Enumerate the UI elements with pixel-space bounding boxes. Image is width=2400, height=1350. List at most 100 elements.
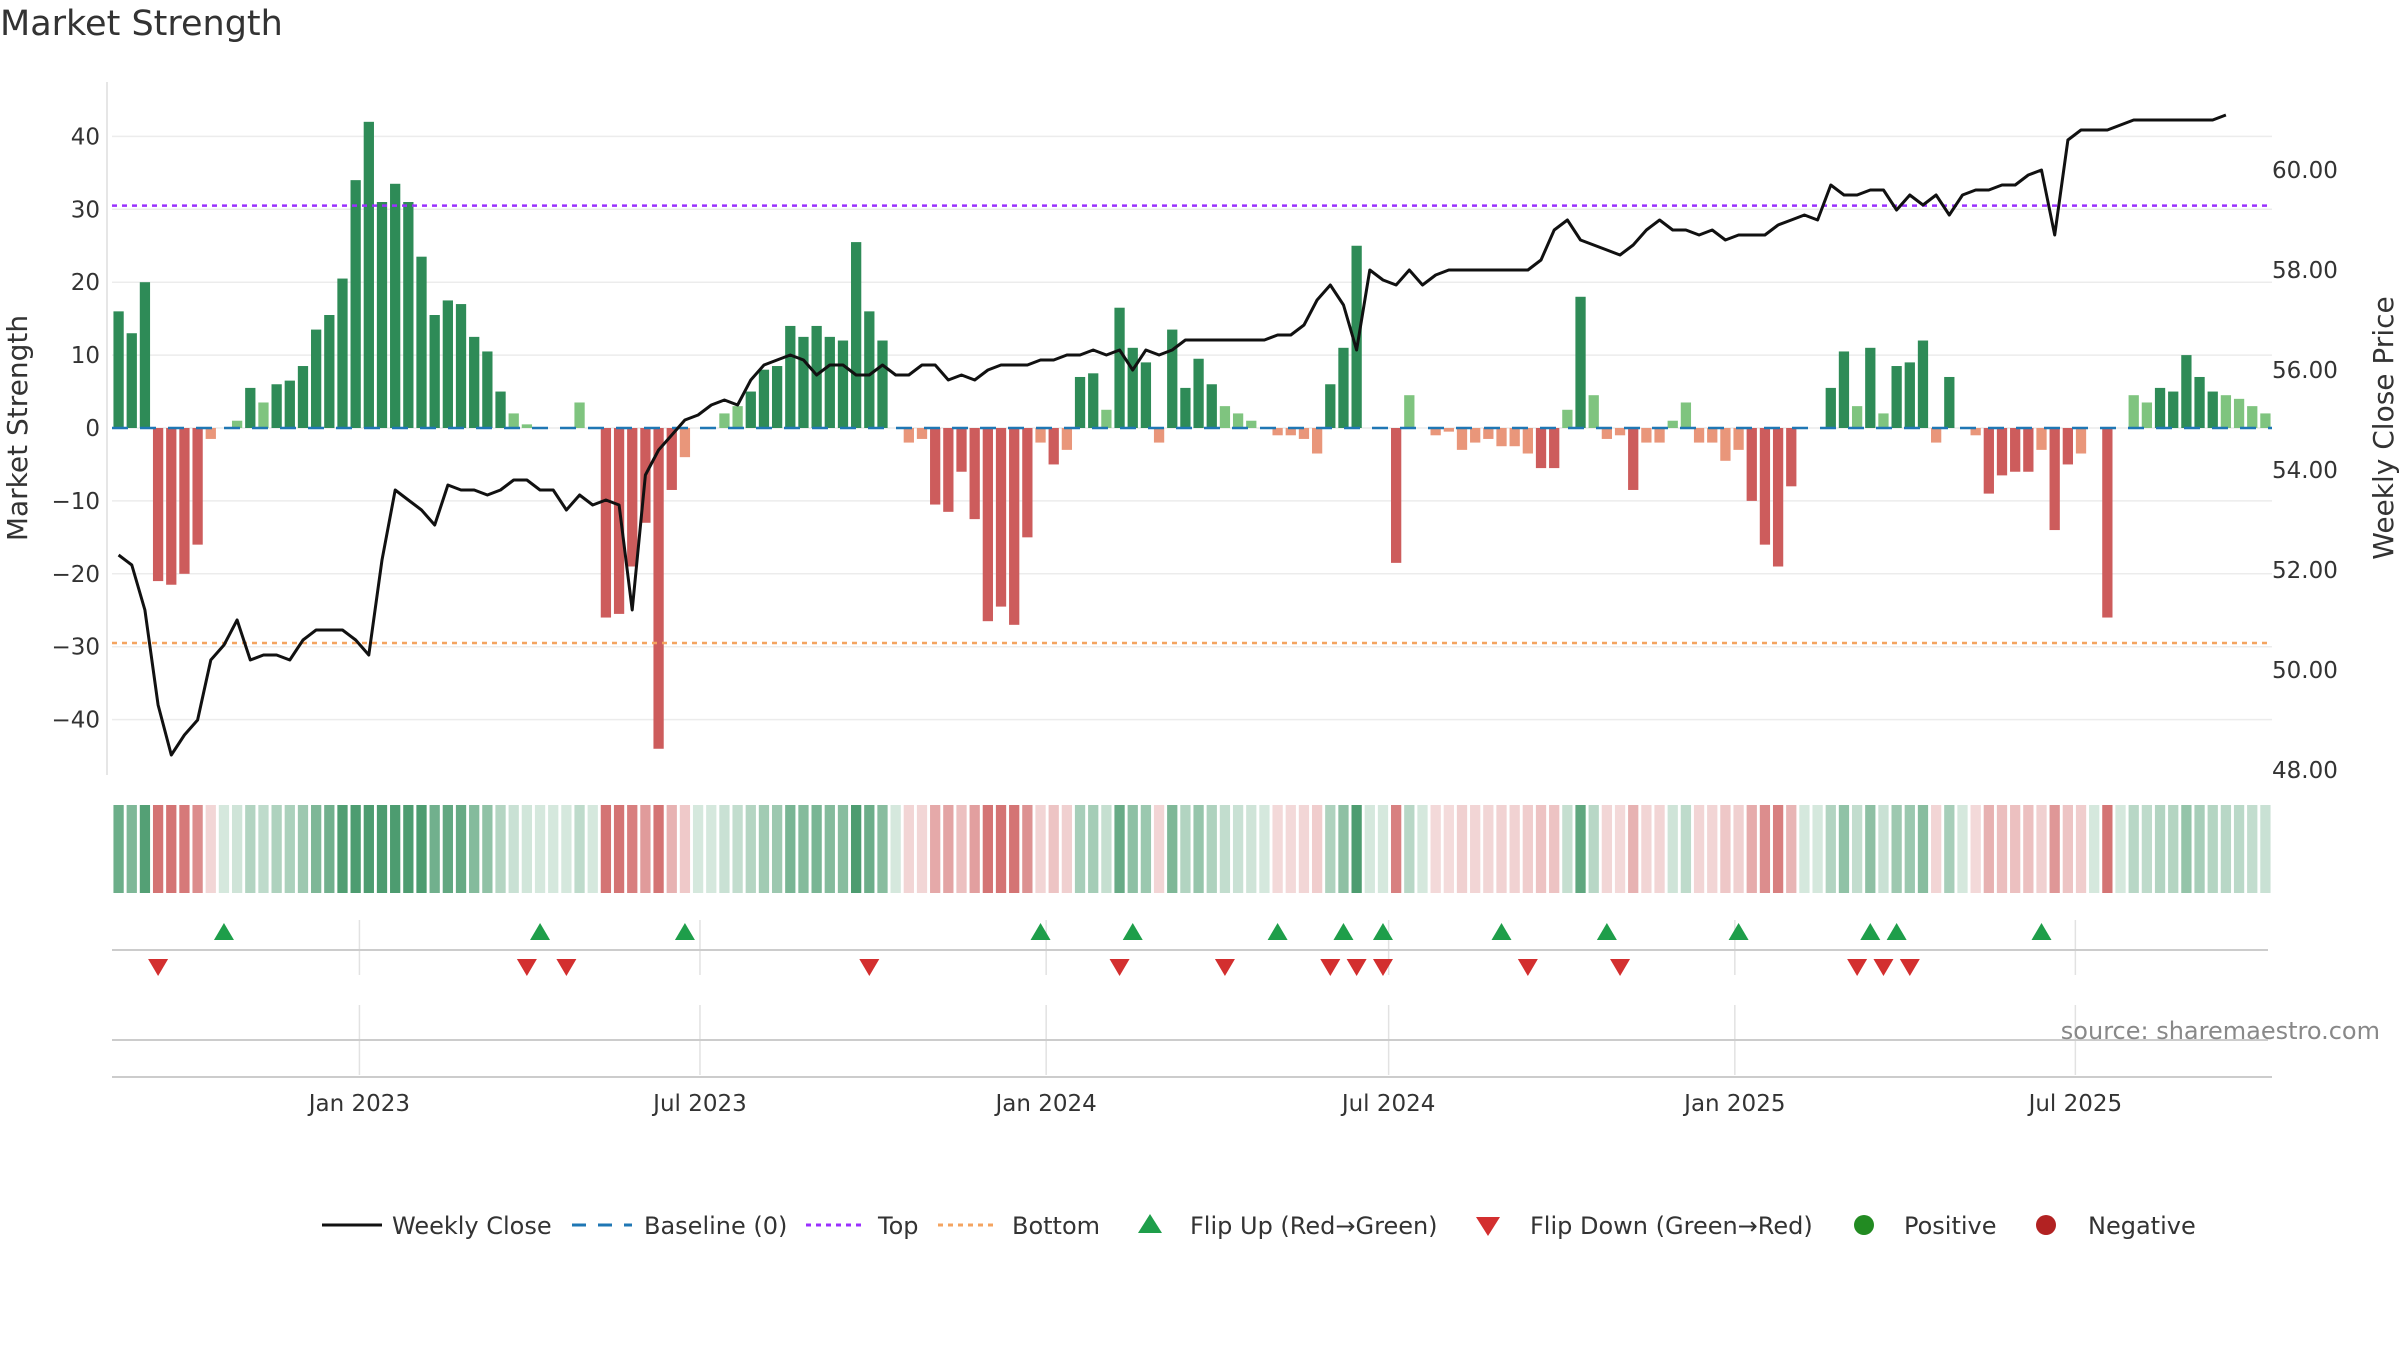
heat-strip-cell (2049, 805, 2060, 893)
strength-bar (113, 311, 124, 428)
legend-label-negative: Negative (2088, 1212, 2196, 1240)
strength-bar (1206, 384, 1217, 428)
y2-tick-label: 58.00 (2272, 258, 2338, 284)
flip-down-marker (1873, 959, 1894, 976)
heat-strip-cell (1707, 805, 1718, 893)
x-tick-label: Jan 2024 (994, 1091, 1097, 1117)
strength-bar (574, 402, 585, 428)
heat-strip-cell (2075, 805, 2087, 893)
strength-bar (126, 333, 137, 428)
strength-bar (1509, 428, 1520, 447)
heat-strip-cell (2010, 805, 2021, 893)
x-tick-label: Jan 2025 (1682, 1091, 1785, 1117)
heat-strip-cell (1957, 805, 1968, 893)
strength-bar (2220, 395, 2232, 428)
strength-bar (390, 183, 401, 428)
strength-bar (2075, 428, 2087, 454)
heat-strip-cell (2233, 805, 2245, 893)
heat-strip-cell (363, 805, 374, 893)
heat-strip-cell (1443, 805, 1454, 893)
strength-bar (376, 202, 388, 428)
strength-bar (1522, 428, 1533, 454)
strength-bar (1272, 428, 1283, 436)
heat-strip-cell (679, 805, 691, 893)
legend-swatch-positive (1854, 1215, 1874, 1235)
heat-strip-cell (1970, 805, 1981, 893)
y2-tick-label: 48.00 (2272, 758, 2338, 784)
strength-bar (1035, 428, 1046, 443)
strength-bar (2049, 428, 2060, 531)
flip-down-marker (859, 959, 880, 976)
y2-tick-label: 50.00 (2272, 658, 2338, 684)
strength-bar (2247, 406, 2258, 428)
strength-heat-strip (113, 805, 2271, 893)
heat-strip-cell (1430, 805, 1441, 893)
strength-bar (179, 428, 190, 574)
flip-markers (148, 923, 2052, 976)
strength-bar (482, 351, 493, 428)
heat-strip-cell (613, 805, 625, 893)
heat-strip-cell (2154, 805, 2166, 893)
strength-bar (205, 428, 216, 439)
heat-strip-cell (1246, 805, 1257, 893)
y2-axis-title: Weekly Close Price (2367, 296, 2400, 559)
axes: 40 30 20 10 0 −10 −20 −30 −40 60.00 58.00 56.00 54.0… (51, 82, 2338, 1117)
strength-bar (719, 413, 730, 428)
heat-strip-cell (403, 805, 414, 893)
strength-bar (2154, 387, 2166, 428)
strength-bar (943, 428, 954, 512)
heat-strip-cell (890, 805, 901, 893)
flip-up-marker (1860, 923, 1881, 940)
strength-bar (1180, 387, 1191, 428)
strength-bar (1865, 347, 1876, 428)
heat-strip-cell (1759, 805, 1771, 893)
strength-bar (1601, 428, 1613, 439)
strength-bar (311, 329, 322, 428)
heat-strip-cell (995, 805, 1007, 893)
heat-strip-cell (1364, 805, 1375, 893)
strength-bar (613, 428, 625, 614)
strength-bar (271, 384, 282, 428)
strength-bar (1772, 428, 1784, 567)
heat-strip-cell (1338, 805, 1349, 893)
heat-strip-cell (758, 805, 770, 893)
heat-strip-cell (1746, 805, 1757, 893)
legend-label-top: Top (877, 1212, 919, 1240)
heat-strip-cell (706, 805, 717, 893)
heat-strip-cell (811, 805, 822, 893)
y2-tick-label: 60.00 (2272, 158, 2338, 184)
legend-label-flip-up: Flip Up (Red→Green) (1190, 1212, 1438, 1240)
heat-strip-cell (1693, 805, 1705, 893)
strength-bar (1720, 428, 1731, 461)
strength-bar (2062, 428, 2073, 465)
strength-bar (469, 336, 480, 428)
strength-bar (916, 428, 928, 439)
x-tick-label: Jan 2023 (307, 1091, 410, 1117)
heat-strip-cell (1061, 805, 1073, 893)
heat-strip-cell (495, 805, 506, 893)
heat-strip-cell (666, 805, 677, 893)
heat-strip-cell (864, 805, 875, 893)
heat-strip-cell (139, 805, 151, 893)
heat-strip-cell (1232, 805, 1244, 893)
weekly-close-line (117, 113, 2227, 757)
heat-strip-cell (930, 805, 941, 893)
strength-bar (1470, 428, 1481, 443)
heat-strip-cell (1996, 805, 2008, 893)
strength-bar (982, 428, 993, 622)
strength-bar (1496, 428, 1507, 447)
strength-bar (231, 420, 243, 428)
strength-bar (995, 428, 1007, 607)
strength-bar (337, 278, 348, 428)
heat-strip-cell (824, 805, 835, 893)
heat-strip-cell (1614, 805, 1626, 893)
heat-strip-cell (1088, 805, 1099, 893)
strength-bar (363, 121, 374, 428)
strength-bar (166, 428, 177, 585)
heat-strip-cell (1878, 805, 1889, 893)
flip-down-marker (1517, 959, 1538, 976)
strength-bar (1325, 384, 1336, 428)
heat-strip-cell (231, 805, 243, 893)
heat-strip-cell (548, 805, 559, 893)
strength-bar (2181, 355, 2192, 428)
